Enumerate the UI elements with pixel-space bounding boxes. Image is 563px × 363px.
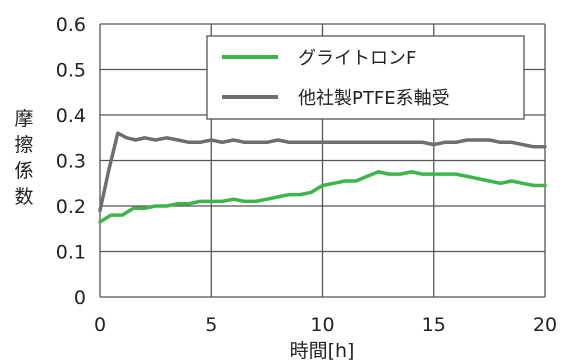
legend-label-1: グライトロンF [298, 48, 416, 69]
x-tick-label: 20 [533, 314, 557, 336]
legend-label-2: 他社製PTFE系軸受 [298, 88, 450, 109]
y-axis-title-char: 数 [14, 186, 33, 208]
series-line-2 [98, 131, 547, 213]
series-lines [98, 131, 547, 224]
y-tick-label: 0.6 [56, 14, 86, 36]
x-tick-label: 10 [310, 314, 334, 336]
y-tick-label: 0.2 [56, 196, 86, 218]
legend: グライトロンF 他社製PTFE系軸受 [206, 35, 525, 120]
y-tick-label: 0.1 [56, 242, 86, 264]
y-tick-label: 0 [74, 287, 86, 309]
y-axis-title-char: 摩 [14, 108, 33, 130]
x-axis-title: 時間[h] [290, 340, 355, 362]
y-tick-label: 0.4 [56, 105, 86, 127]
legend-box [206, 35, 525, 120]
y-tick-label: 0.3 [56, 151, 86, 173]
tick-labels: 0 0.1 0.2 0.3 0.4 0.5 0.6 0 5 10 15 20 [56, 14, 557, 336]
y-axis-title-char: 係 [14, 160, 33, 182]
series-line-1 [98, 170, 547, 224]
y-axis-title-char: 擦 [14, 134, 33, 156]
x-tick-label: 0 [94, 314, 106, 336]
y-tick-label: 0.5 [56, 60, 86, 82]
x-tick-label: 15 [422, 314, 446, 336]
x-tick-label: 5 [205, 314, 217, 336]
